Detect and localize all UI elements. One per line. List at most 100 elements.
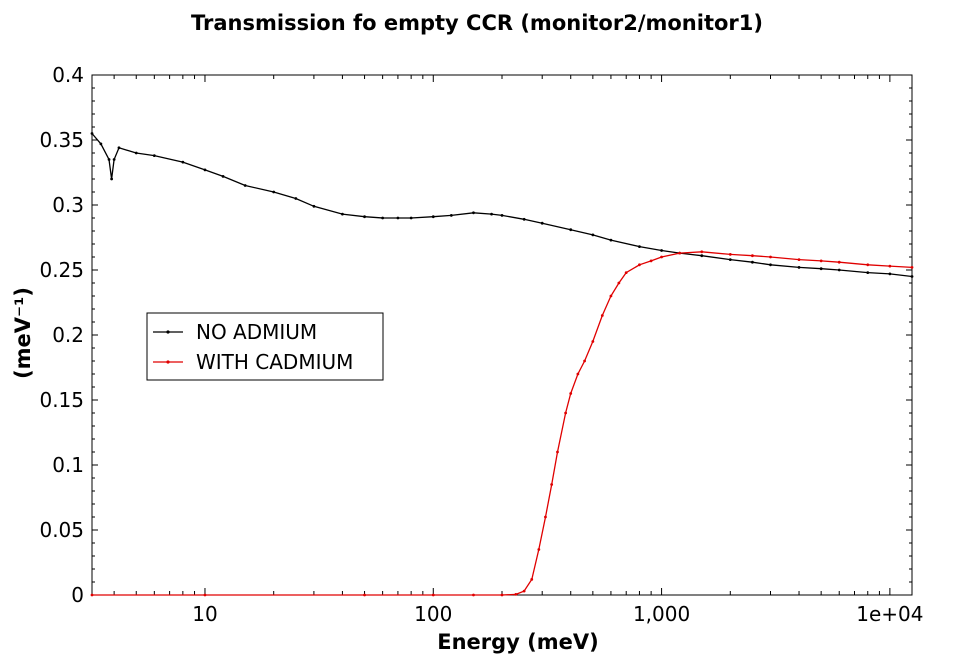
- data-point: [112, 158, 116, 161]
- legend-marker: [166, 330, 170, 334]
- data-point: [556, 450, 559, 454]
- data-point: [99, 142, 103, 146]
- data-point: [638, 263, 641, 267]
- data-point: [409, 216, 413, 220]
- data-point: [152, 154, 156, 158]
- y-tick-label: 0.2: [52, 323, 84, 347]
- x-tick-label: 1,000: [633, 602, 690, 626]
- data-point: [363, 593, 366, 597]
- data-point: [431, 215, 435, 219]
- legend-box: [146, 312, 384, 381]
- data-point: [500, 593, 504, 597]
- chart-title: Transmission fo empty CCR (monitor2/moni…: [191, 11, 763, 35]
- x-tick-label: 10: [192, 602, 217, 626]
- legend-label: WITH CADMIUM: [196, 350, 353, 374]
- data-point: [600, 314, 604, 317]
- data-point: [797, 266, 801, 269]
- data-point: [564, 411, 568, 415]
- data-point: [522, 217, 526, 221]
- y-tick-label: 0.35: [39, 128, 84, 152]
- data-point: [117, 146, 121, 150]
- data-point: [544, 515, 547, 519]
- data-point: [294, 197, 298, 200]
- data-point: [500, 214, 504, 217]
- data-point: [751, 260, 754, 264]
- data-point: [431, 593, 435, 597]
- data-point: [569, 228, 573, 232]
- data-point: [569, 392, 573, 395]
- data-point: [638, 245, 641, 249]
- data-point: [678, 251, 682, 255]
- data-point: [530, 578, 534, 581]
- data-point: [490, 212, 493, 216]
- data-point: [134, 151, 138, 155]
- series-layer: [90, 132, 914, 597]
- data-point: [522, 589, 526, 593]
- data-point: [609, 294, 613, 298]
- data-point: [472, 593, 475, 597]
- data-point: [514, 592, 518, 596]
- data-point: [910, 266, 914, 269]
- data-point: [728, 258, 732, 261]
- data-point: [751, 254, 754, 258]
- x-tick-label: 1e+04: [856, 602, 923, 626]
- data-point: [341, 212, 344, 216]
- data-point: [837, 268, 841, 272]
- data-point: [312, 204, 316, 208]
- legend-label: NO ADMIUM: [196, 320, 317, 344]
- data-point: [591, 233, 595, 237]
- data-point: [243, 184, 247, 187]
- y-tick-label: 0.4: [52, 63, 84, 87]
- data-point: [728, 253, 732, 256]
- data-point: [837, 260, 841, 264]
- data-point: [617, 281, 621, 285]
- data-point: [550, 483, 554, 486]
- data-point: [90, 132, 94, 135]
- data-point: [866, 263, 870, 267]
- data-point: [472, 211, 475, 215]
- data-point: [90, 593, 94, 597]
- x-tick-label: 100: [414, 602, 452, 626]
- data-point: [888, 264, 892, 268]
- data-point: [649, 259, 653, 263]
- data-point: [866, 271, 870, 274]
- data-point: [272, 190, 276, 194]
- data-point: [540, 221, 544, 225]
- data-point: [624, 271, 628, 274]
- data-point: [769, 255, 772, 259]
- data-point: [910, 275, 914, 278]
- y-tick-label: 0.05: [39, 518, 84, 542]
- data-point: [449, 214, 453, 217]
- legend-marker: [166, 360, 170, 364]
- y-tick-label: 0.25: [39, 258, 84, 282]
- y-axis-label: (meV⁻¹): [11, 287, 35, 379]
- legend: NO ADMIUM WITH CADMIUM: [146, 312, 384, 381]
- data-point: [700, 250, 704, 254]
- y-tick-label: 0: [71, 583, 84, 607]
- data-point: [203, 593, 207, 597]
- y-tick-label: 0.3: [52, 193, 84, 217]
- data-point: [203, 168, 207, 172]
- data-point: [381, 216, 385, 220]
- data-point: [769, 263, 772, 267]
- data-point: [181, 160, 185, 164]
- data-point: [583, 359, 586, 363]
- data-point: [107, 158, 111, 161]
- data-point: [819, 267, 823, 271]
- data-point: [221, 175, 225, 178]
- data-point: [819, 259, 823, 263]
- data-point: [888, 272, 892, 276]
- axis-ticks: 0 0.05 0.1 0.15 0.2 0.25 0.3 0.35 0.4 10 100 1,000 1…: [39, 63, 923, 626]
- data-point: [660, 249, 663, 252]
- data-point: [396, 216, 400, 220]
- data-point: [609, 238, 613, 242]
- data-point: [576, 372, 580, 376]
- series-line-with-cadmium: [92, 251, 913, 596]
- x-axis-label: Energy (meV): [437, 630, 599, 654]
- data-point: [110, 177, 114, 181]
- data-point: [591, 340, 595, 343]
- data-point: [700, 254, 704, 258]
- y-tick-label: 0.1: [52, 453, 84, 477]
- data-point: [660, 255, 663, 259]
